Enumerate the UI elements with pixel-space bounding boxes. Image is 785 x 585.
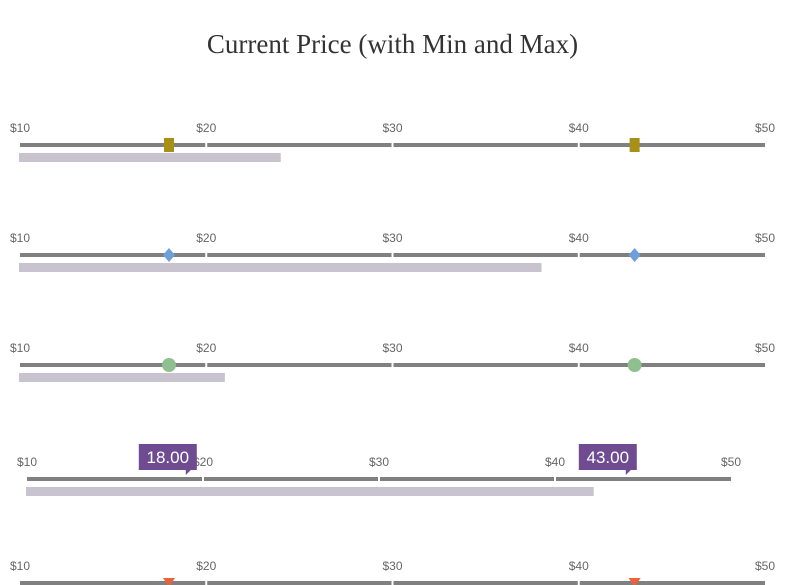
max-marker [628, 248, 641, 262]
chart-title: Current Price (with Min and Max) [206, 29, 579, 59]
tick-label: $30 [382, 121, 402, 135]
tick-label: $50 [755, 121, 775, 135]
min-value-label: 18.00 [138, 444, 197, 475]
gauge-2: $10 $20 $30 $40 $50 [10, 231, 775, 272]
tick-label: $40 [569, 341, 589, 355]
min-marker [162, 358, 176, 372]
tick-separator [577, 142, 580, 148]
tick-separator [391, 252, 394, 258]
tick-separator [205, 252, 208, 258]
max-marker [627, 358, 642, 372]
tick-label: $20 [196, 121, 216, 135]
value-label-text: 18.00 [147, 448, 190, 467]
gauge-5: $10 $20 $30 $40 $50 [10, 559, 775, 585]
value-label-badge [578, 444, 637, 475]
tick-separator [577, 362, 580, 368]
tick-label: $50 [755, 341, 775, 355]
value-label-text: 43.00 [587, 448, 630, 467]
tick-label: $50 [755, 231, 775, 245]
tick-label: $40 [545, 455, 565, 469]
gauge-3: $10 $20 $30 $40 $50 [10, 341, 775, 382]
tick-separator [554, 476, 556, 482]
tick-label: $20 [196, 231, 216, 245]
tick-label: $20 [196, 559, 216, 573]
tick-separator [391, 142, 394, 148]
tick-label: $30 [382, 231, 402, 245]
current-price-bar [19, 373, 225, 382]
tick-separator [577, 252, 580, 258]
tick-label: $10 [10, 341, 30, 355]
min-marker [163, 578, 175, 585]
tick-separator [205, 362, 208, 368]
tick-label: $10 [10, 231, 30, 245]
tick-label: $30 [382, 559, 402, 573]
tick-separator [391, 580, 394, 585]
current-price-bar [19, 263, 542, 272]
tick-label: $20 [196, 341, 216, 355]
tick-label: $10 [10, 559, 30, 573]
value-label-badge [138, 444, 197, 475]
tick-separator [378, 476, 380, 482]
max-marker [629, 138, 640, 152]
tick-label: $50 [755, 559, 775, 573]
tick-label: $10 [17, 455, 37, 469]
tick-label: $30 [382, 341, 402, 355]
tick-label: $50 [721, 455, 741, 469]
tick-separator [205, 580, 208, 585]
tick-label: $40 [569, 121, 589, 135]
max-marker [628, 578, 641, 585]
tick-label: $10 [10, 121, 30, 135]
tick-label: $40 [569, 231, 589, 245]
min-marker [164, 138, 174, 152]
tick-label: $20 [193, 455, 213, 469]
min-marker [163, 248, 175, 262]
tick-label: $30 [369, 455, 389, 469]
tick-separator [202, 476, 204, 482]
gauge-1: $10 $20 $30 $40 $50 [10, 121, 775, 162]
tick-separator [205, 142, 208, 148]
current-price-bar [19, 153, 281, 162]
tick-label: $40 [569, 559, 589, 573]
max-value-label: 43.00 [578, 444, 637, 475]
tick-separator [577, 580, 580, 585]
current-price-bar [26, 487, 594, 496]
gauge-4: $10 $20 $30 $40 $50 18.00 43.00 [17, 444, 741, 496]
tick-separator [391, 362, 394, 368]
